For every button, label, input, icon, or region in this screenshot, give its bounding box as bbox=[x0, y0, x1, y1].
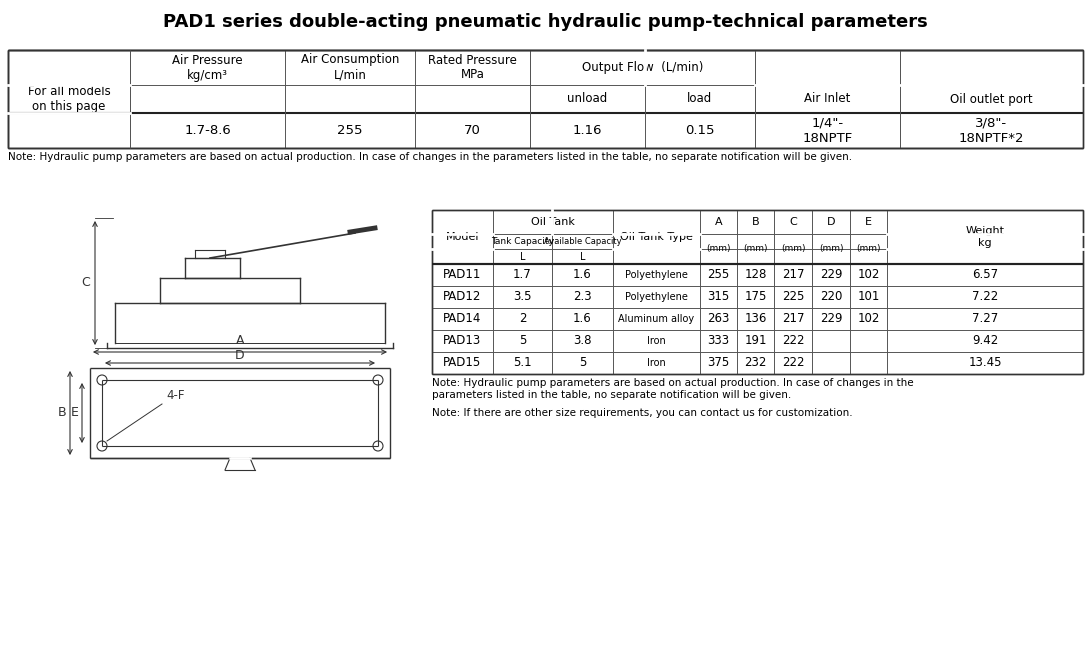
Text: Aluminum alloy: Aluminum alloy bbox=[619, 314, 695, 324]
Text: E: E bbox=[865, 217, 872, 227]
Text: 7.22: 7.22 bbox=[972, 290, 998, 303]
Text: 222: 222 bbox=[782, 357, 804, 370]
Text: E: E bbox=[71, 407, 79, 420]
Text: Model: Model bbox=[446, 232, 479, 242]
Text: 5: 5 bbox=[519, 334, 526, 347]
Text: 3/8"-
18NPTF*2: 3/8"- 18NPTF*2 bbox=[959, 116, 1024, 145]
Text: PAD14: PAD14 bbox=[443, 313, 482, 326]
Text: (mm): (mm) bbox=[781, 245, 805, 253]
Text: Oil Tank: Oil Tank bbox=[531, 217, 575, 227]
Text: 225: 225 bbox=[782, 290, 804, 303]
Text: B: B bbox=[58, 407, 65, 420]
Text: Oil outlet port: Oil outlet port bbox=[950, 93, 1033, 105]
Text: 263: 263 bbox=[707, 313, 730, 326]
Text: L: L bbox=[519, 251, 525, 261]
Text: 229: 229 bbox=[819, 313, 842, 326]
Text: Iron: Iron bbox=[647, 336, 666, 346]
Text: 220: 220 bbox=[819, 290, 842, 303]
Text: (mm): (mm) bbox=[856, 245, 880, 253]
Text: Tank Capacity: Tank Capacity bbox=[491, 237, 554, 246]
Text: 4-F: 4-F bbox=[166, 389, 184, 402]
Text: L: L bbox=[579, 251, 585, 261]
Text: PAD12: PAD12 bbox=[443, 290, 482, 303]
Text: 7.27: 7.27 bbox=[972, 313, 998, 326]
Text: PAD1 series double-acting pneumatic hydraulic pump-technical parameters: PAD1 series double-acting pneumatic hydr… bbox=[163, 13, 927, 31]
Text: PAD13: PAD13 bbox=[443, 334, 481, 347]
Text: 1/4"-
18NPTF: 1/4"- 18NPTF bbox=[802, 116, 853, 145]
Text: 1.16: 1.16 bbox=[573, 124, 602, 137]
Text: 222: 222 bbox=[782, 334, 804, 347]
Text: 5.1: 5.1 bbox=[513, 357, 531, 370]
Text: (mm): (mm) bbox=[743, 245, 768, 253]
Text: Note: If there are other size requirements, you can contact us for customization: Note: If there are other size requiremen… bbox=[432, 408, 853, 418]
Text: (mm): (mm) bbox=[706, 245, 731, 253]
Text: Air Consumption
L/min: Air Consumption L/min bbox=[301, 53, 399, 82]
Text: 217: 217 bbox=[782, 313, 804, 326]
Text: 175: 175 bbox=[744, 290, 767, 303]
Text: PAD11: PAD11 bbox=[443, 268, 482, 282]
Text: D: D bbox=[827, 217, 836, 227]
Text: 255: 255 bbox=[337, 124, 362, 137]
Text: 191: 191 bbox=[744, 334, 767, 347]
Text: 2: 2 bbox=[518, 313, 526, 326]
Text: 2.3: 2.3 bbox=[573, 290, 591, 303]
Text: 3.8: 3.8 bbox=[573, 334, 591, 347]
Text: 1.7: 1.7 bbox=[513, 268, 532, 282]
Text: Iron: Iron bbox=[647, 358, 666, 368]
Text: 128: 128 bbox=[744, 268, 767, 282]
Text: 9.42: 9.42 bbox=[972, 334, 998, 347]
Text: 13.45: 13.45 bbox=[968, 357, 1002, 370]
Text: PAD15: PAD15 bbox=[443, 357, 481, 370]
Text: 232: 232 bbox=[744, 357, 767, 370]
Text: 315: 315 bbox=[707, 290, 730, 303]
Text: 375: 375 bbox=[707, 357, 730, 370]
Text: Weight
kg: Weight kg bbox=[966, 226, 1005, 248]
Text: Note: Hydraulic pump parameters are based on actual production. In case of chang: Note: Hydraulic pump parameters are base… bbox=[8, 152, 852, 162]
Text: 1.6: 1.6 bbox=[573, 313, 592, 326]
Text: Polyethylene: Polyethylene bbox=[625, 292, 688, 302]
Text: A: A bbox=[715, 217, 722, 227]
Text: (mm): (mm) bbox=[818, 245, 843, 253]
Text: C: C bbox=[789, 217, 796, 227]
Text: Output Flow  (L/min): Output Flow (L/min) bbox=[582, 61, 704, 74]
Text: 6.57: 6.57 bbox=[972, 268, 998, 282]
Text: 136: 136 bbox=[744, 313, 767, 326]
Text: Polyethylene: Polyethylene bbox=[625, 270, 688, 280]
Text: 3.5: 3.5 bbox=[513, 290, 531, 303]
Text: 255: 255 bbox=[707, 268, 730, 282]
Text: 101: 101 bbox=[858, 290, 879, 303]
Text: B: B bbox=[752, 217, 759, 227]
Text: 229: 229 bbox=[819, 268, 842, 282]
Text: For all models
on this page: For all models on this page bbox=[27, 85, 110, 113]
Text: 70: 70 bbox=[464, 124, 481, 137]
Text: 1.6: 1.6 bbox=[573, 268, 592, 282]
Text: 217: 217 bbox=[782, 268, 804, 282]
Text: unload: unload bbox=[567, 93, 608, 105]
Text: 102: 102 bbox=[858, 268, 879, 282]
Text: 333: 333 bbox=[707, 334, 730, 347]
Text: Rated Pressure
MPa: Rated Pressure MPa bbox=[428, 53, 517, 82]
Text: D: D bbox=[236, 349, 244, 362]
Text: Air Pressure
kg/cm³: Air Pressure kg/cm³ bbox=[172, 53, 243, 82]
Text: Oil Tank Type: Oil Tank Type bbox=[620, 232, 693, 242]
Text: C: C bbox=[82, 276, 91, 290]
Text: 102: 102 bbox=[858, 313, 879, 326]
Text: 5: 5 bbox=[579, 357, 586, 370]
Text: Note: Hydraulic pump parameters are based on actual production. In case of chang: Note: Hydraulic pump parameters are base… bbox=[432, 378, 913, 399]
Text: load: load bbox=[687, 93, 712, 105]
Text: A: A bbox=[236, 334, 244, 347]
Text: 0.15: 0.15 bbox=[685, 124, 715, 137]
Text: Air Inlet: Air Inlet bbox=[804, 93, 851, 105]
Text: Available Capacity: Available Capacity bbox=[543, 237, 621, 246]
Text: 1.7-8.6: 1.7-8.6 bbox=[184, 124, 231, 137]
